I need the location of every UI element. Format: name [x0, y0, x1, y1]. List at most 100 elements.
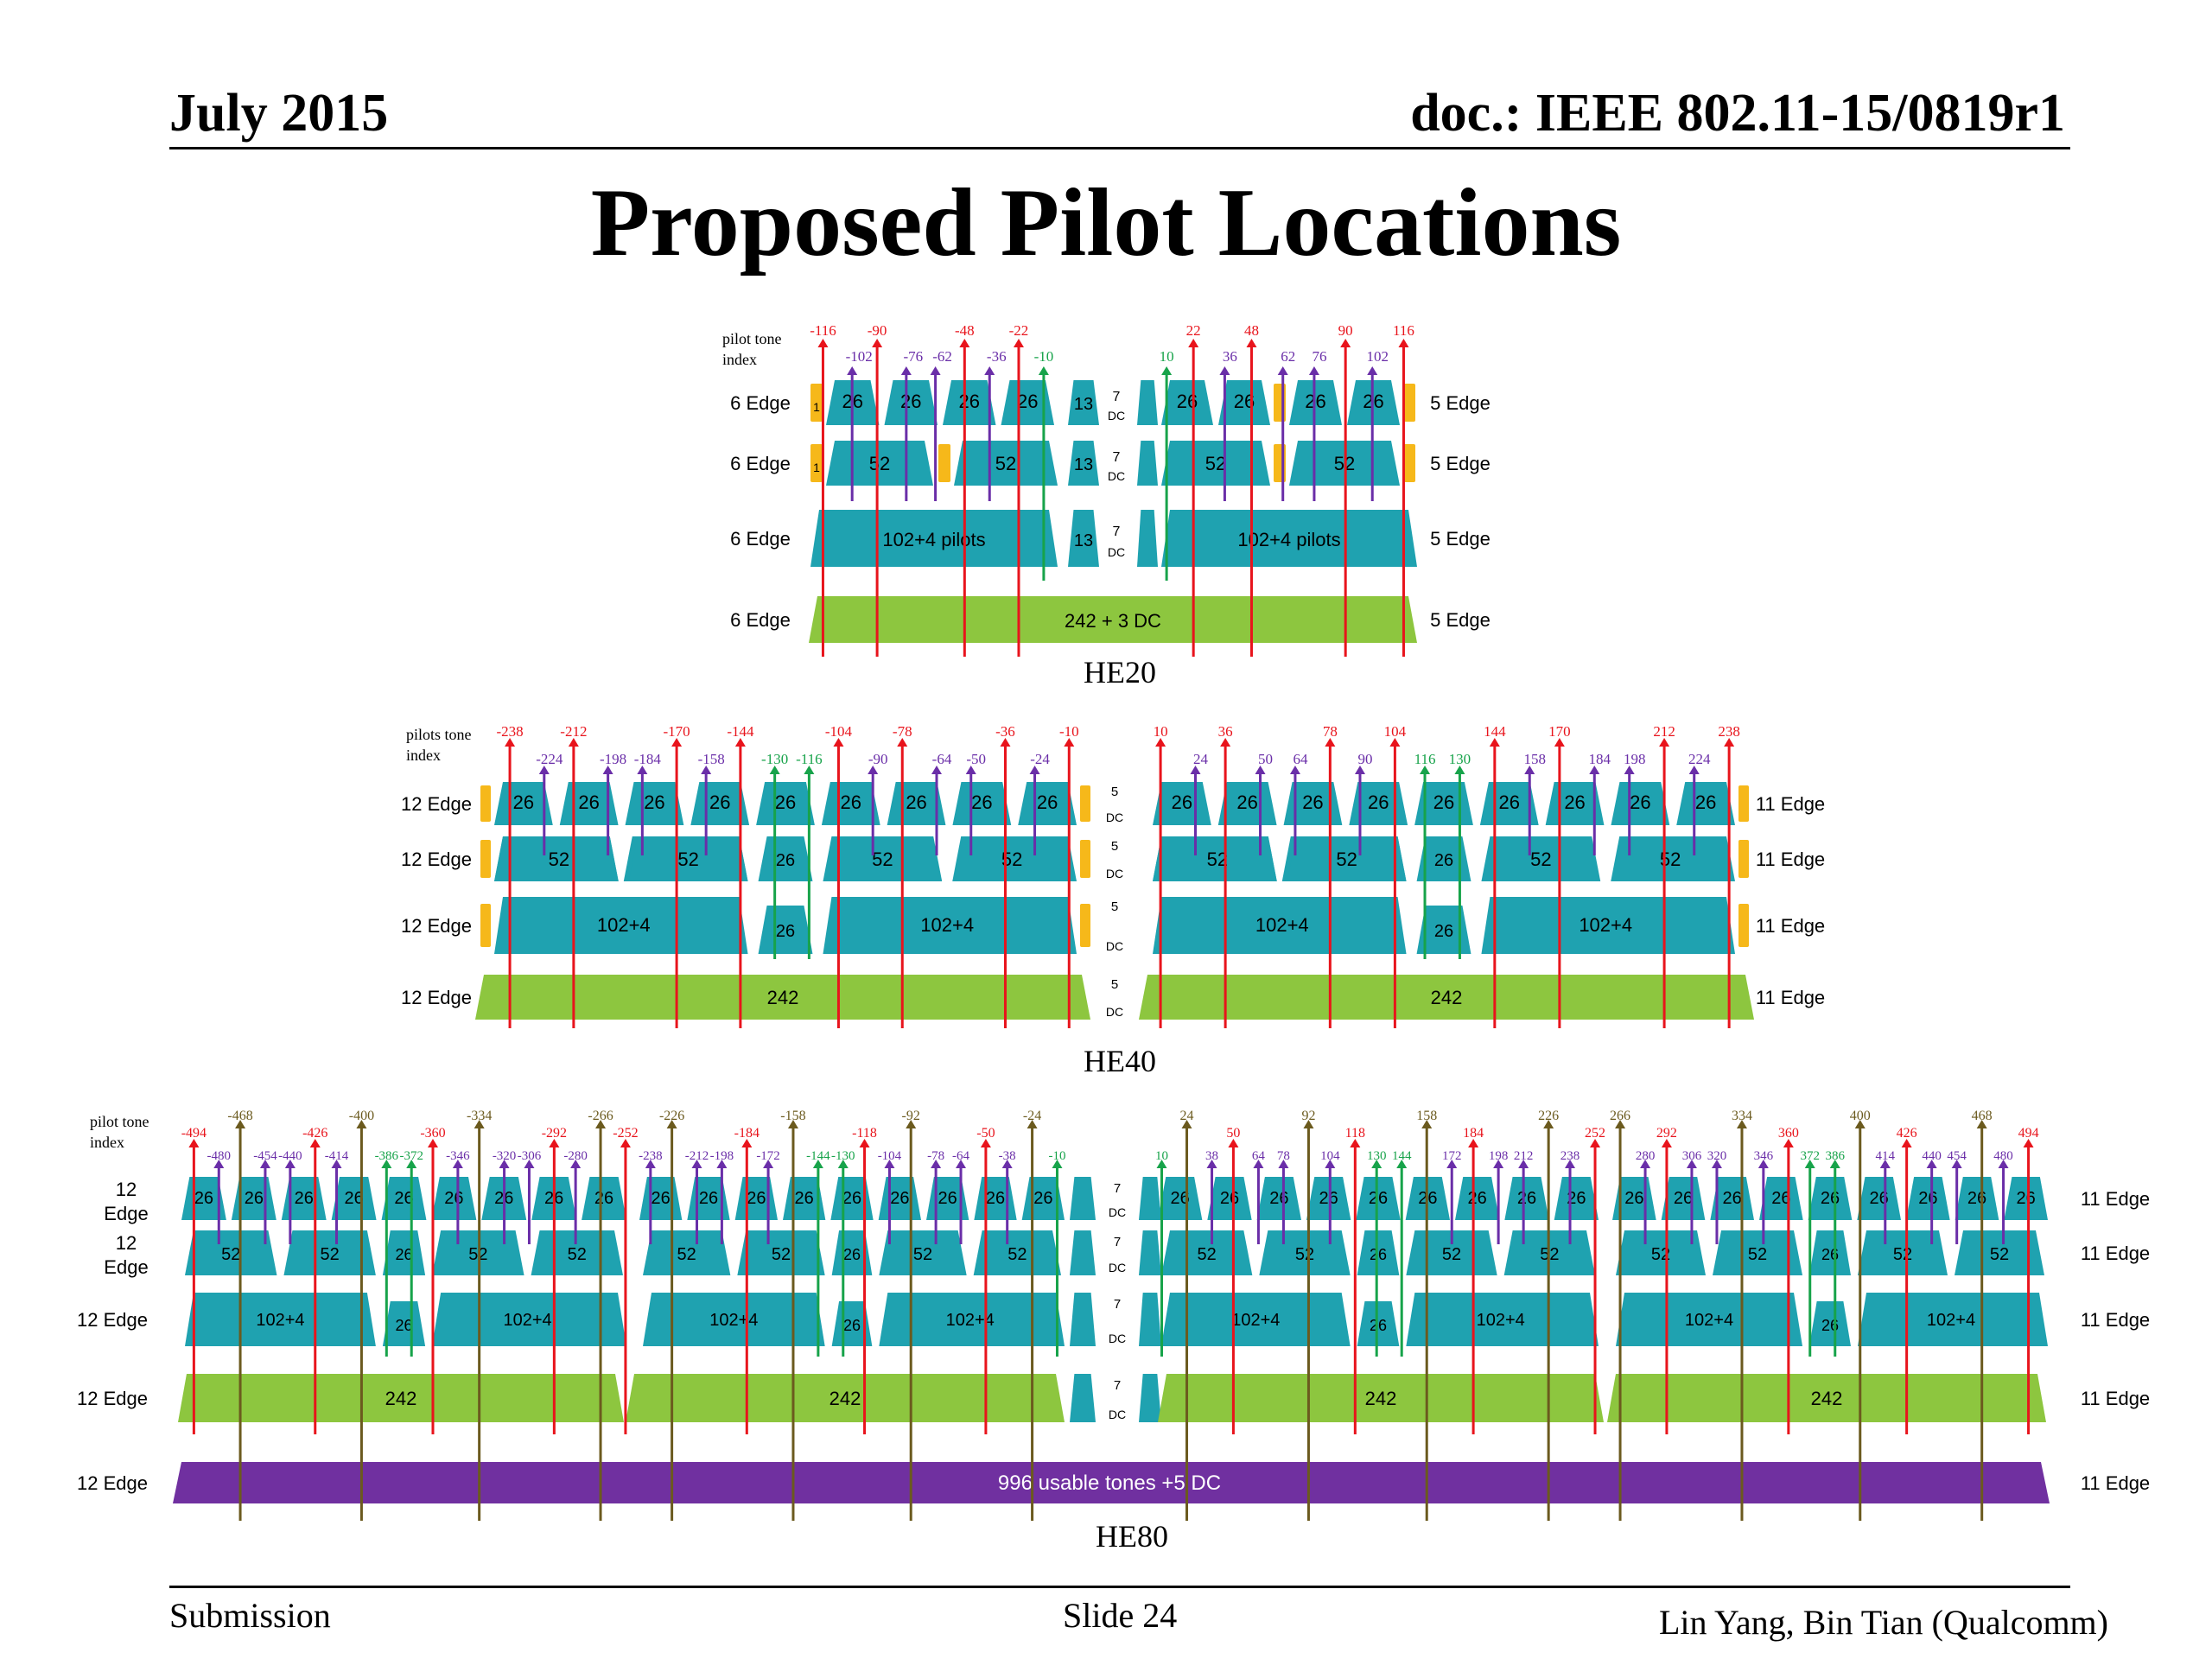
he80-r1-q2-ru	[1356, 1177, 1401, 1220]
he20-r1-ru-label: 26	[1017, 391, 1038, 412]
he40-r3-right-ru26	[1416, 906, 1471, 954]
he40-r1-right-ru-label: 26	[1236, 791, 1257, 813]
he80-pilot-brown-head	[906, 1120, 917, 1128]
footer-slide-number: Slide 24	[1063, 1596, 1178, 1635]
he80-r3-ru	[643, 1293, 825, 1346]
he40-r3-unused	[1738, 904, 1749, 947]
he20-index-label-2: index	[722, 351, 757, 368]
he40-pilot-purple-head	[1524, 766, 1535, 774]
he80-pilot-red	[549, 1139, 560, 1434]
he80-r2-ru-label: 52	[1442, 1245, 1461, 1264]
he40-pilot-purple	[538, 766, 550, 855]
he80-pilot-green	[1804, 1160, 1815, 1357]
he80-r2-ru	[1616, 1230, 1706, 1275]
header-doc-id: doc.: IEEE 802.11-15/0819r1	[1410, 84, 2065, 143]
he40-dc5: 5	[1111, 839, 1118, 854]
he80-r1-q3-ru-label: 26	[1918, 1189, 1937, 1208]
he40-pilot-purple-label: 224	[1688, 751, 1711, 767]
he80-pilot-purple-label: 480	[1993, 1149, 2013, 1163]
he80-pilot-purple-head	[1951, 1160, 1962, 1168]
he40-pilot-purple	[1624, 766, 1635, 855]
he80-pilot-brown	[474, 1120, 485, 1521]
he80-dc: DC	[1109, 1261, 1126, 1274]
he40-index-label: pilots tone	[406, 726, 472, 743]
he40-pilot-red-head	[671, 738, 683, 747]
he80-pilot-purple-head	[1253, 1160, 1264, 1168]
he40-pilot-purple	[868, 766, 879, 855]
he40-pilot-red-head	[1000, 738, 1011, 747]
he40-r3-left-ru26	[758, 906, 813, 954]
he40-r1-right-ru	[1611, 782, 1670, 825]
he80-pilot-red	[309, 1139, 321, 1434]
he80-r1-q2-ru	[1207, 1177, 1252, 1220]
he80-pilot-purple-head	[956, 1160, 967, 1168]
he80-pilot-red-label: 426	[1897, 1126, 1917, 1141]
he80-r3-ru26	[382, 1301, 426, 1346]
he40-r1-left-ru-label: 26	[1037, 791, 1058, 813]
he40-r2-right-ru-label: 52	[1336, 849, 1357, 870]
he20-pilot-red	[872, 339, 883, 657]
he40-r1-left-ru-label: 26	[906, 791, 926, 813]
he80-pilot-green-head	[1804, 1160, 1815, 1168]
he40-r2-right-ru26	[1416, 836, 1471, 881]
he40-pilot-red	[1659, 738, 1670, 1028]
he80-pilot-purple-label: -172	[756, 1149, 780, 1163]
he80-center-left	[1070, 1177, 1096, 1220]
he80-r1-q2-ru-label: 26	[1171, 1189, 1190, 1208]
he40-pilot-red-label: 144	[1484, 723, 1506, 740]
he80-r2-ru-label: 52	[221, 1245, 240, 1264]
slide-title: Proposed Pilot Locations	[590, 169, 1622, 276]
he20-pilot-purple-head	[1308, 366, 1319, 375]
he40-pilot-red-label: 170	[1548, 723, 1571, 740]
he80-pilot-red-label: -426	[302, 1126, 327, 1141]
he80-index-label-2: index	[90, 1134, 124, 1151]
he80-pilot-brown	[1543, 1120, 1554, 1521]
he80-r3-ru	[432, 1293, 626, 1346]
he20-right-edge: 5 Edge	[1430, 453, 1491, 474]
he80-r1-q3-ru-label: 26	[1771, 1189, 1790, 1208]
he40-pilot-purple-head	[1354, 766, 1365, 774]
he20-pilot-purple	[1277, 366, 1288, 501]
he40-pilot-green-label: -116	[796, 751, 823, 767]
he20-r2-dc7: 7	[1113, 450, 1121, 465]
he40-r2-right-ru	[1611, 836, 1735, 881]
he40-pilot-red-label: 104	[1384, 723, 1407, 740]
he20-pilot-red-label: -90	[868, 322, 887, 339]
he40-pilot-red-head	[1389, 738, 1401, 747]
he40-r1-left-ru-label: 26	[578, 791, 599, 813]
he20-r1-dc: DC	[1108, 409, 1125, 423]
he80-r3-ru-label: 102+4	[1231, 1311, 1280, 1330]
he40-pilot-red-label: -104	[825, 723, 853, 740]
he80-pilot-purple	[1206, 1160, 1217, 1244]
he40-pilot-green-head	[804, 766, 815, 774]
he80-r3-ru-label: 102+4	[1477, 1311, 1525, 1330]
he80-pilot-purple-label: 212	[1514, 1149, 1534, 1163]
he20-pilot-purple-label: -62	[932, 348, 952, 365]
he40-right-edge: 11 Edge	[1756, 915, 1825, 937]
he40-pilot-red	[897, 738, 908, 1028]
he40-r3-left-ru26-label: 26	[776, 922, 795, 941]
he40-r1-right-ru-label: 26	[1695, 791, 1716, 813]
he40-r1-right-ru-label: 26	[1499, 791, 1520, 813]
he40-pilot-purple	[931, 766, 942, 855]
he80-r1-q2-ru	[1455, 1177, 1500, 1220]
he80-pilot-brown	[1976, 1120, 1987, 1521]
he80-pilot-green-head	[837, 1160, 849, 1168]
he20-r2-ru	[954, 441, 1058, 486]
he80-pilot-red-head	[1783, 1139, 1794, 1147]
he40-right-edge: 11 Edge	[1756, 987, 1825, 1008]
he80-pilot-purple-head	[1879, 1160, 1891, 1168]
he80-r5-ru	[173, 1462, 2050, 1503]
he80-pilot-brown	[1421, 1120, 1433, 1521]
he20-right-edge: 5 Edge	[1430, 528, 1491, 550]
he80-r3-ru26	[1357, 1301, 1400, 1346]
he40-r1-right-ru-label: 26	[1172, 791, 1192, 813]
he80-pilot-purple-head	[1493, 1160, 1504, 1168]
he40-pilot-red	[568, 738, 579, 1028]
he40-pilot-purple	[1524, 766, 1535, 855]
he80-pilot-green-label: -144	[806, 1149, 830, 1163]
he80-pilot-purple	[1518, 1160, 1529, 1244]
he80-r4-ru-label: 242	[1811, 1388, 1843, 1409]
he80-pilot-purple-head	[452, 1160, 463, 1168]
he40-r1-unused	[1080, 785, 1090, 822]
